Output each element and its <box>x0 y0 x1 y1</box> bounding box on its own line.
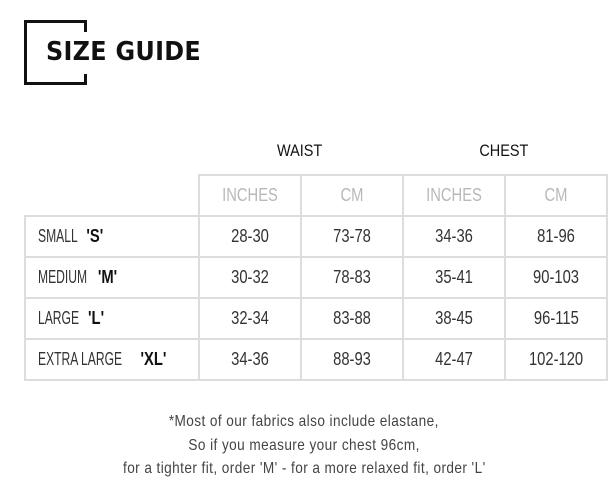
size-table: INCHES CM INCHES CM SMALL 'S' 28-30 73-78 3… <box>24 174 608 381</box>
measurement-cell: 30-32 <box>198 256 302 299</box>
size-code: 'S' <box>86 226 104 246</box>
table-row: EXTRA LARGE 'XL' 34-36 88-93 42-47 102-120 <box>24 338 608 381</box>
measurement-cell: 90-103 <box>504 256 608 299</box>
size-label: LARGE 'L' <box>24 297 200 340</box>
size-code: 'L' <box>88 308 105 328</box>
measurement-cell: 34-36 <box>402 215 506 258</box>
footnote-line: for a tighter fit, order 'M' - for a mor… <box>122 460 486 477</box>
measurement-cell: 32-34 <box>198 297 302 340</box>
unit-header: CM <box>300 174 404 217</box>
measurement-cell: 38-45 <box>402 297 506 340</box>
size-label: EXTRA LARGE 'XL' <box>24 338 200 381</box>
measurement-cell: 34-36 <box>198 338 302 381</box>
measurement-cell: 78-83 <box>300 256 404 299</box>
group-header-waist: WAIST <box>276 141 323 160</box>
measurement-cell: 88-93 <box>300 338 404 381</box>
size-code: 'XL' <box>140 349 167 369</box>
size-label: SMALL 'S' <box>24 215 200 258</box>
footnote-line: So if you measure your chest 96cm, <box>188 436 420 454</box>
table-row: MEDIUM 'M' 30-32 78-83 35-41 90-103 <box>24 256 608 299</box>
measurement-cell: 102-120 <box>504 338 608 381</box>
size-code: 'M' <box>97 267 118 287</box>
measurement-cell: 28-30 <box>198 215 302 258</box>
unit-header-row: INCHES CM INCHES CM <box>25 174 608 217</box>
footnote: *Most of our fabrics also include elasta… <box>0 410 608 481</box>
measurement-cell: 96-115 <box>504 297 608 340</box>
measurement-cell: 35-41 <box>402 256 506 299</box>
empty-cell <box>25 175 200 217</box>
logo-bracket <box>24 20 87 85</box>
measurement-cell: 42-47 <box>402 338 506 381</box>
unit-header: INCHES <box>198 174 302 217</box>
table-row: SMALL 'S' 28-30 73-78 34-36 81-96 <box>24 215 608 258</box>
measurement-cell: 81-96 <box>504 215 608 258</box>
table-row: LARGE 'L' 32-34 83-88 38-45 96-115 <box>24 297 608 340</box>
measurement-cell: 83-88 <box>300 297 404 340</box>
group-header-chest: CHEST <box>479 141 528 160</box>
size-label: MEDIUM 'M' <box>24 256 200 299</box>
unit-header: CM <box>504 174 608 217</box>
unit-header: INCHES <box>402 174 506 217</box>
page-title: SIZE GUIDE <box>46 37 202 67</box>
footnote-line: *Most of our fabrics also include elasta… <box>168 413 440 430</box>
measurement-cell: 73-78 <box>300 215 404 258</box>
